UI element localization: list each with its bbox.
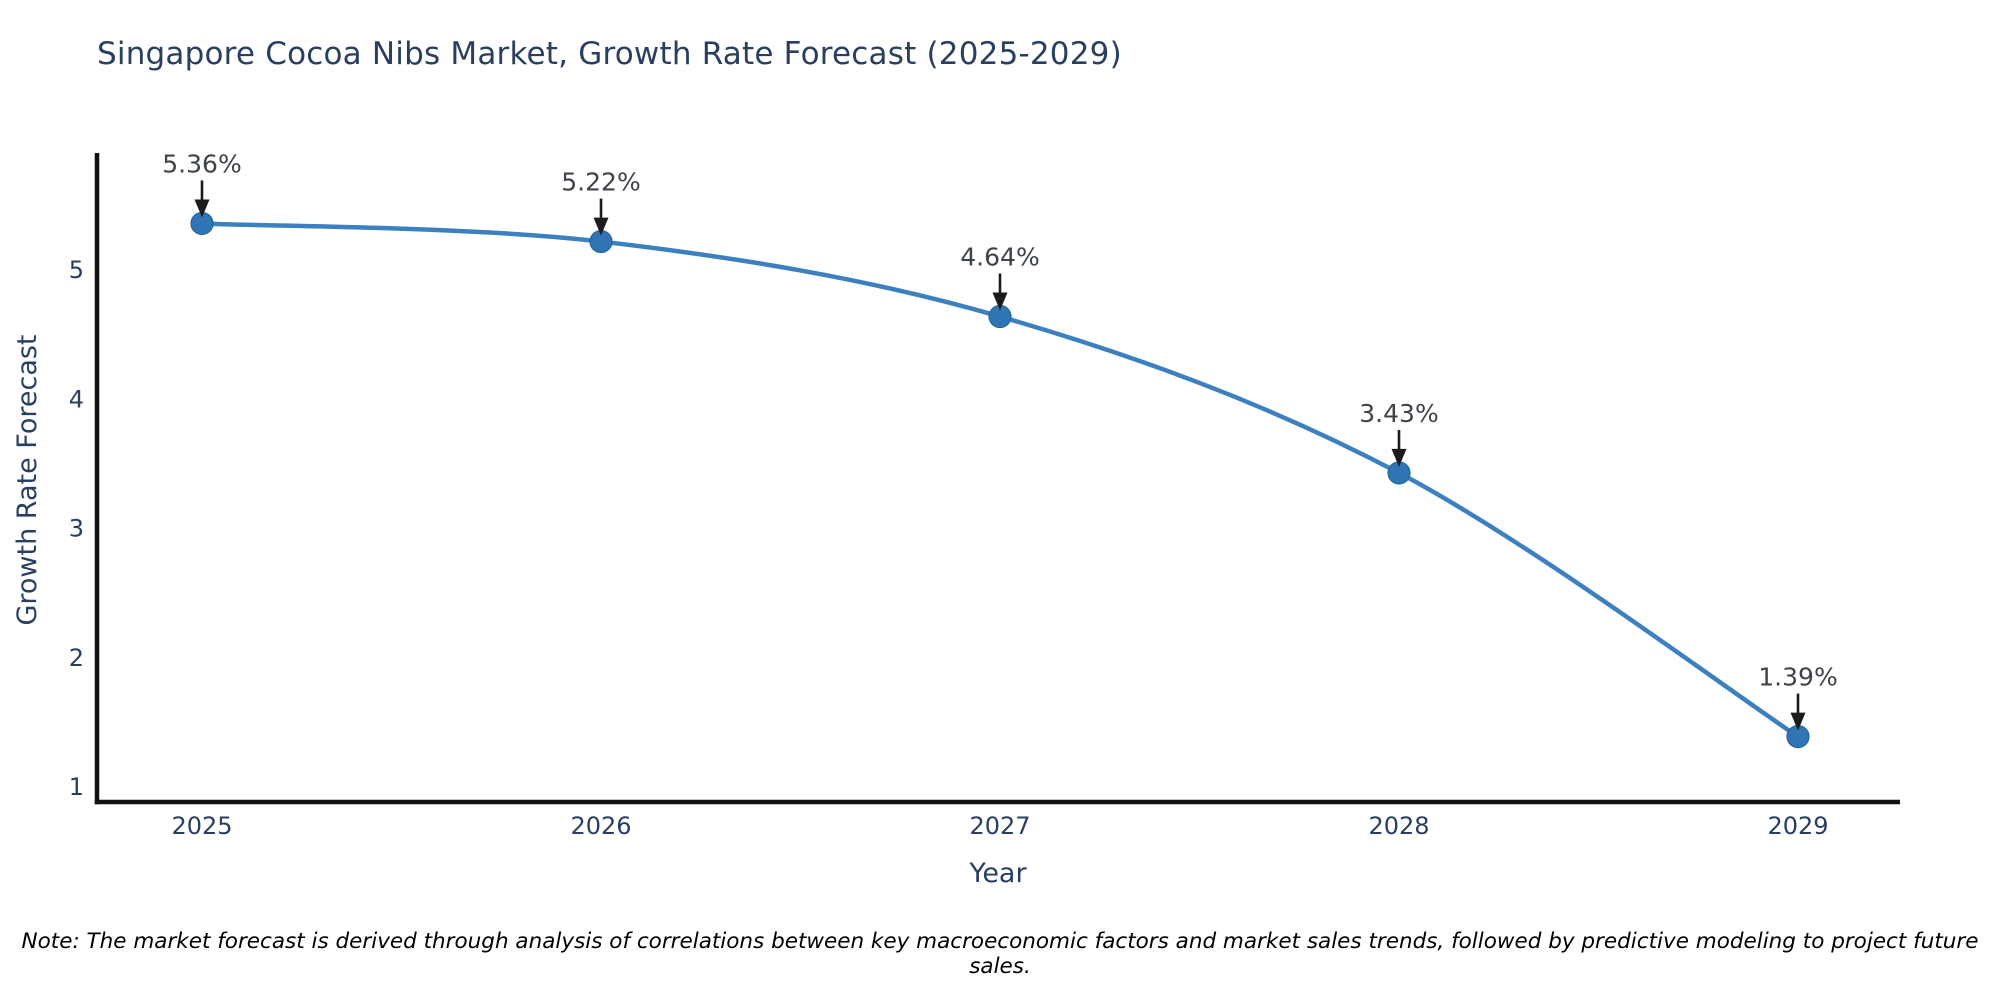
chart-title: Singapore Cocoa Nibs Market, Growth Rate…	[97, 36, 1122, 72]
y-tick-label: 1	[69, 773, 84, 801]
y-tick-label: 3	[69, 515, 84, 543]
point-value-label: 5.22%	[561, 168, 640, 197]
footnote: Note: The market forecast is derived thr…	[21, 929, 1979, 979]
x-axis-title: Year	[969, 858, 1027, 889]
y-tick-label: 4	[69, 385, 84, 413]
point-value-label: 5.36%	[162, 149, 241, 178]
annotation-arrowhead-icon	[593, 217, 609, 236]
point-value-label: 3.43%	[1359, 399, 1438, 428]
annotation-arrowhead-icon	[194, 199, 210, 218]
annotation-arrowhead-icon	[1790, 712, 1806, 731]
x-tick-label: 2028	[1368, 812, 1429, 840]
x-tick-label: 2027	[969, 812, 1030, 840]
x-tick-label: 2026	[570, 812, 631, 840]
y-tick-label: 5	[69, 256, 84, 284]
annotation-arrowhead-icon	[992, 292, 1008, 311]
point-value-label: 1.39%	[1758, 663, 1837, 692]
y-tick-label: 2	[69, 644, 84, 672]
point-value-label: 4.64%	[960, 243, 1039, 272]
x-tick-label: 2025	[171, 812, 232, 840]
annotation-arrowhead-icon	[1391, 448, 1407, 467]
x-tick-label: 2029	[1767, 812, 1828, 840]
